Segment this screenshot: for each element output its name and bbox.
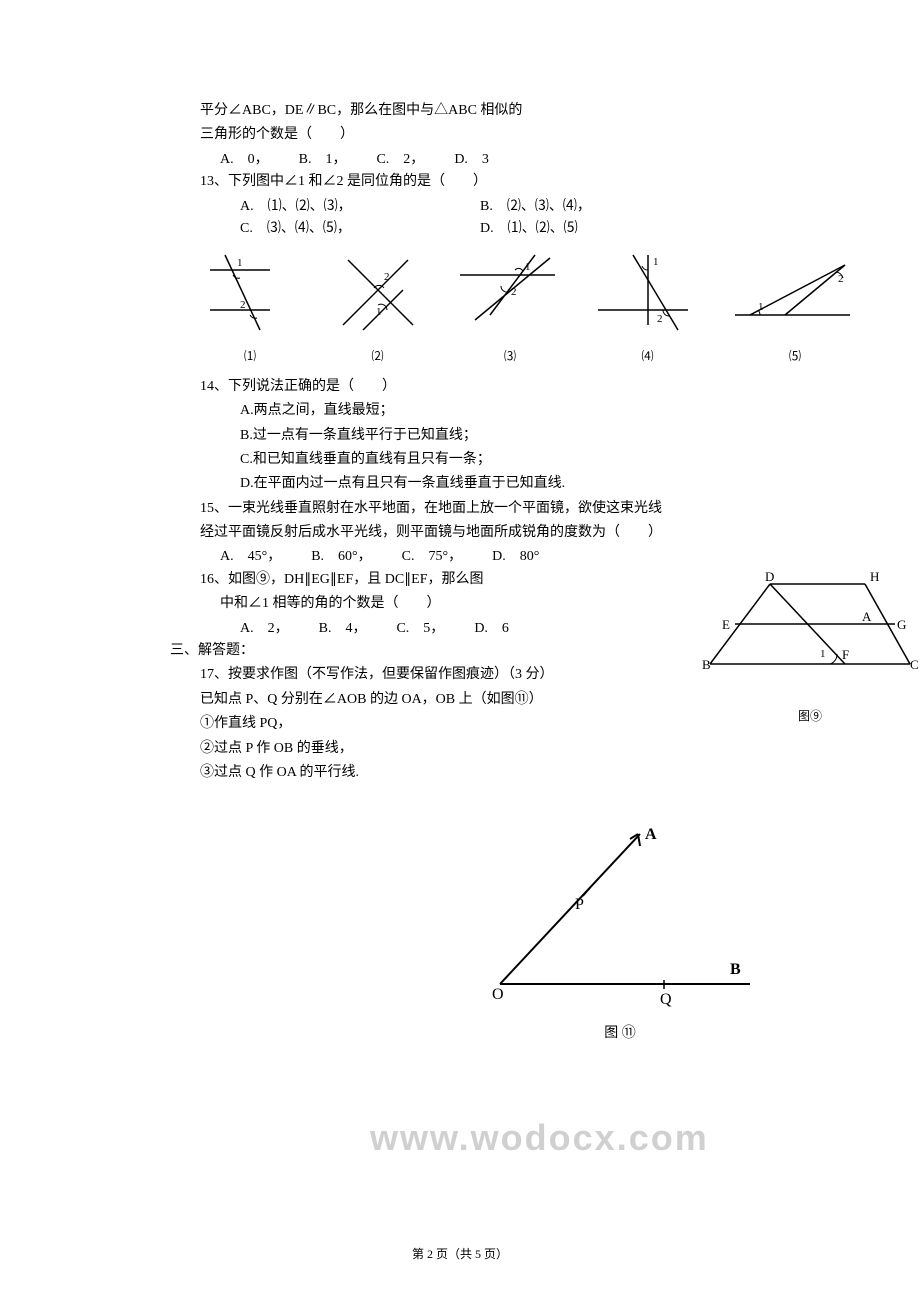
q15-line2: 经过平面镜反射后成水平光线，则平面镜与地面所成锐角的度数为（ ）: [200, 522, 840, 544]
diagram-3: 1 2 ⑶: [455, 250, 565, 365]
q15-opt-a: A. 45°，: [220, 546, 281, 568]
fig11-label-a: A: [645, 826, 657, 843]
q16-opt-c: C. 5，: [396, 618, 444, 640]
q15-opt-b: B. 60°，: [311, 546, 371, 568]
q14-opt-c: C.和已知直线垂直的直线有且只有一条；: [240, 449, 840, 471]
svg-text:A: A: [862, 609, 872, 624]
page-footer: 第 2 页（共 5 页）: [60, 1245, 860, 1264]
q16-opt-a: A. 2，: [240, 618, 289, 640]
q12-opt-b: B. 1，: [299, 149, 347, 171]
q12-line2: 三角形的个数是（ ）: [200, 124, 840, 146]
q17-sub2: ②过点 P 作 OB 的垂线，: [200, 738, 840, 760]
diagram-2-label: ⑵: [328, 347, 428, 366]
svg-text:1: 1: [376, 306, 382, 318]
q16-opt-d: D. 6: [474, 618, 509, 640]
q14-opt-a: A.两点之间，直线最短；: [240, 400, 840, 422]
svg-text:1: 1: [525, 261, 531, 273]
diagram-3-svg: 1 2: [455, 250, 565, 340]
q12-opt-c: C. 2，: [376, 149, 424, 171]
svg-text:F: F: [842, 647, 849, 662]
figure-9-svg: D H E A G B F C 1: [700, 569, 920, 699]
figure-9-label: 图⑨: [700, 707, 920, 726]
watermark: www.wodocx.com: [370, 1109, 709, 1167]
fig11-label-q: Q: [660, 991, 672, 1008]
svg-text:2: 2: [511, 286, 517, 298]
diagram-2-svg: 2 1: [328, 250, 428, 340]
fig11-label-p: P: [575, 896, 584, 913]
q13-opt-a: A. ⑴、⑵、⑶，: [240, 196, 480, 218]
svg-text:2: 2: [657, 313, 663, 325]
q13-options-row1: A. ⑴、⑵、⑶， B. ⑵、⑶、⑷，: [240, 196, 840, 218]
q15-line1: 15、一束光线垂直照射在水平地面，在地面上放一个平面镜，欲使这束光线: [200, 498, 840, 520]
q12-options: A. 0， B. 1， C. 2， D. 3: [220, 149, 840, 171]
q13-text: 13、下列图中∠1 和∠2 是同位角的是（ ）: [200, 171, 840, 193]
svg-text:2: 2: [384, 271, 390, 283]
diagram-1: 1 2 ⑴: [200, 250, 300, 365]
svg-text:2: 2: [838, 273, 844, 285]
svg-text:D: D: [765, 569, 774, 584]
q14-opt-d: D.在平面内过一点有且只有一条直线垂直于已知直线.: [240, 473, 840, 495]
diagram-1-label: ⑴: [200, 347, 300, 366]
svg-text:2: 2: [240, 299, 246, 311]
diagram-4-label: ⑷: [593, 347, 703, 366]
figure-11-svg: O A B P Q: [470, 814, 770, 1014]
q13-opt-c: C. ⑶、⑷、⑸，: [240, 218, 480, 240]
q13-opt-d: D. ⑴、⑵、⑸: [480, 218, 720, 240]
diagram-2: 2 1 ⑵: [328, 250, 428, 365]
figure-9: D H E A G B F C 1 图⑨: [700, 569, 920, 727]
q12-opt-d: D. 3: [454, 149, 489, 171]
q15-opt-d: D. 80°: [492, 546, 539, 568]
figure-11-label: 图 ⑪: [400, 1023, 840, 1045]
diagram-4: 1 2 ⑷: [593, 250, 703, 365]
fig11-label-o: O: [492, 986, 504, 1003]
svg-text:E: E: [722, 617, 730, 632]
q15-options: A. 45°， B. 60°， C. 75°， D. 80°: [220, 546, 840, 568]
svg-text:B: B: [702, 657, 711, 672]
q16-opt-b: B. 4，: [319, 618, 367, 640]
q12-line1: 平分∠ABC，DE∥BC，那么在图中与△ABC 相似的: [200, 100, 840, 122]
q13-options-row2: C. ⑶、⑷、⑸， D. ⑴、⑵、⑸: [240, 218, 840, 240]
svg-text:1: 1: [820, 648, 826, 660]
diagram-3-label: ⑶: [455, 347, 565, 366]
q13-diagrams: 1 2 ⑴ 2 1 ⑵ 1: [200, 250, 860, 365]
svg-text:H: H: [870, 569, 879, 584]
q12-opt-a: A. 0，: [220, 149, 269, 171]
diagram-4-svg: 1 2: [593, 250, 703, 340]
q17-sub3: ③过点 Q 作 OA 的平行线.: [200, 762, 840, 784]
diagram-1-svg: 1 2: [200, 250, 300, 340]
svg-text:C: C: [910, 657, 919, 672]
q15-opt-c: C. 75°，: [402, 546, 462, 568]
diagram-5: 1 2 ⑸: [730, 250, 860, 365]
q13-opt-b: B. ⑵、⑶、⑷，: [480, 196, 720, 218]
svg-text:G: G: [897, 617, 906, 632]
diagram-5-label: ⑸: [730, 347, 860, 366]
diagram-5-svg: 1 2: [730, 250, 860, 340]
svg-text:1: 1: [653, 256, 659, 268]
q14-text: 14、下列说法正确的是（ ）: [200, 376, 840, 398]
figure-11: O A B P Q 图 ⑪: [400, 814, 840, 1045]
q14-opt-b: B.过一点有一条直线平行于已知直线；: [240, 425, 840, 447]
fig11-label-b: B: [730, 961, 741, 978]
svg-text:1: 1: [237, 257, 243, 269]
